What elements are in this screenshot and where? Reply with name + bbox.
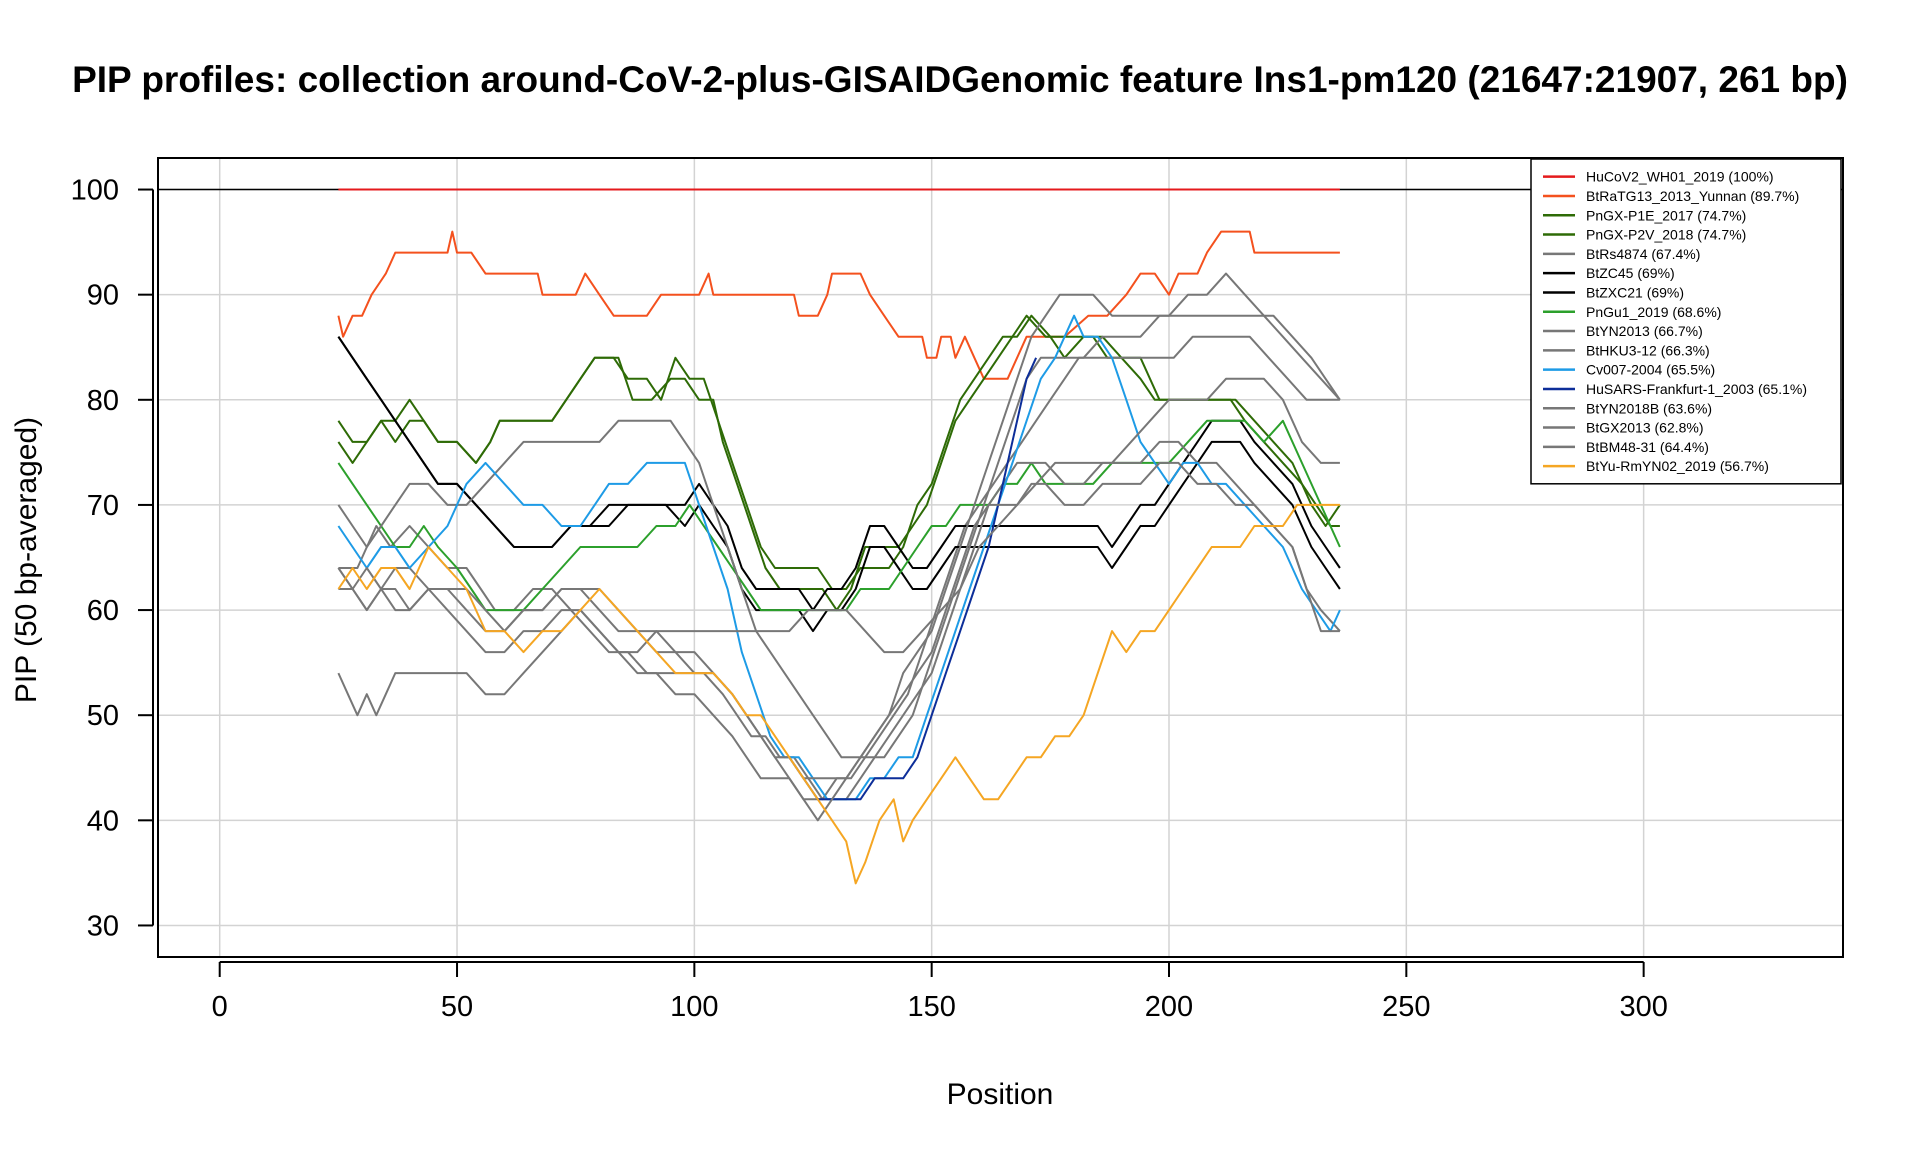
series-line (337, 503, 1340, 885)
y-tick-label: 90 (87, 280, 119, 312)
series-line (337, 314, 1341, 801)
legend-entry: HuCoV2_WH01_2019 (100%) (1586, 169, 1774, 185)
legend-entry: Cv007-2004 (65.5%) (1586, 362, 1715, 378)
legend-entry: BtZC45 (69%) (1586, 265, 1675, 281)
x-tick-label: 150 (907, 991, 955, 1023)
y-tick-label: 100 (71, 175, 119, 207)
legend-entry: PnGu1_2019 (68.6%) (1586, 304, 1721, 320)
legend-entry: BtZXC21 (69%) (1586, 284, 1684, 300)
legend-entry: BtBM48-31 (64.4%) (1586, 439, 1709, 455)
series-line (337, 230, 1340, 380)
series-line (337, 377, 1340, 717)
series-line (337, 314, 1341, 590)
legend-entry: BtHKU3-12 (66.3%) (1586, 342, 1710, 358)
series-line (337, 336, 1341, 633)
x-axis-label: Position (947, 1078, 1054, 1111)
series-lines (337, 188, 1341, 885)
legend-entry: PnGX-P2V_2018 (74.7%) (1586, 227, 1746, 243)
series-line (338, 272, 1341, 780)
legend-entry: BtYu-RmYN02_2019 (56.7%) (1586, 458, 1769, 474)
y-axis-label: PIP (50 bp-averaged) (10, 417, 43, 703)
legend-entry: BtGX2013 (62.8%) (1586, 420, 1704, 436)
legend: HuCoV2_WH01_2019 (100%) BtRaTG13_2013_Yun… (1530, 158, 1842, 485)
axes: 0 50 100 150 200 250 300 30 40 50 60 70 80 90 100 (71, 157, 1844, 1023)
y-tick-label: 40 (87, 805, 119, 837)
x-tick-label: 300 (1619, 991, 1667, 1023)
y-tick-label: 80 (87, 385, 119, 417)
x-tick-label: 200 (1145, 991, 1193, 1023)
x-tick-label: 50 (441, 991, 473, 1023)
legend-entry: PnGX-P1E_2017 (74.7%) (1586, 207, 1746, 223)
series-line (337, 461, 1340, 822)
y-tick-label: 60 (87, 595, 119, 627)
y-tick-label: 50 (87, 700, 119, 732)
legend-entry: BtRaTG13_2013_Yunnan (89.7%) (1586, 188, 1799, 204)
y-tick-label: 70 (87, 490, 119, 522)
legend-entry: BtYN2013 (66.7%) (1586, 323, 1703, 339)
chart-title: PIP profiles: collection around-CoV-2-pl… (72, 59, 1848, 100)
legend-entry: HuSARS-Frankfurt-1_2003 (65.1%) (1586, 381, 1807, 397)
plot-frame (157, 157, 1844, 958)
y-tick-label: 30 (87, 910, 119, 942)
x-tick-label: 250 (1382, 991, 1430, 1023)
legend-entry: BtYN2018B (63.6%) (1586, 400, 1712, 416)
x-tick-label: 100 (670, 991, 718, 1023)
series-line (338, 335, 1340, 801)
legend-entry: BtRs4874 (67.4%) (1586, 246, 1700, 262)
x-tick-label: 0 (212, 991, 228, 1023)
series-line (337, 314, 1341, 759)
series-line (337, 419, 1341, 612)
legend-box (1530, 158, 1842, 485)
series-line (337, 440, 1341, 801)
